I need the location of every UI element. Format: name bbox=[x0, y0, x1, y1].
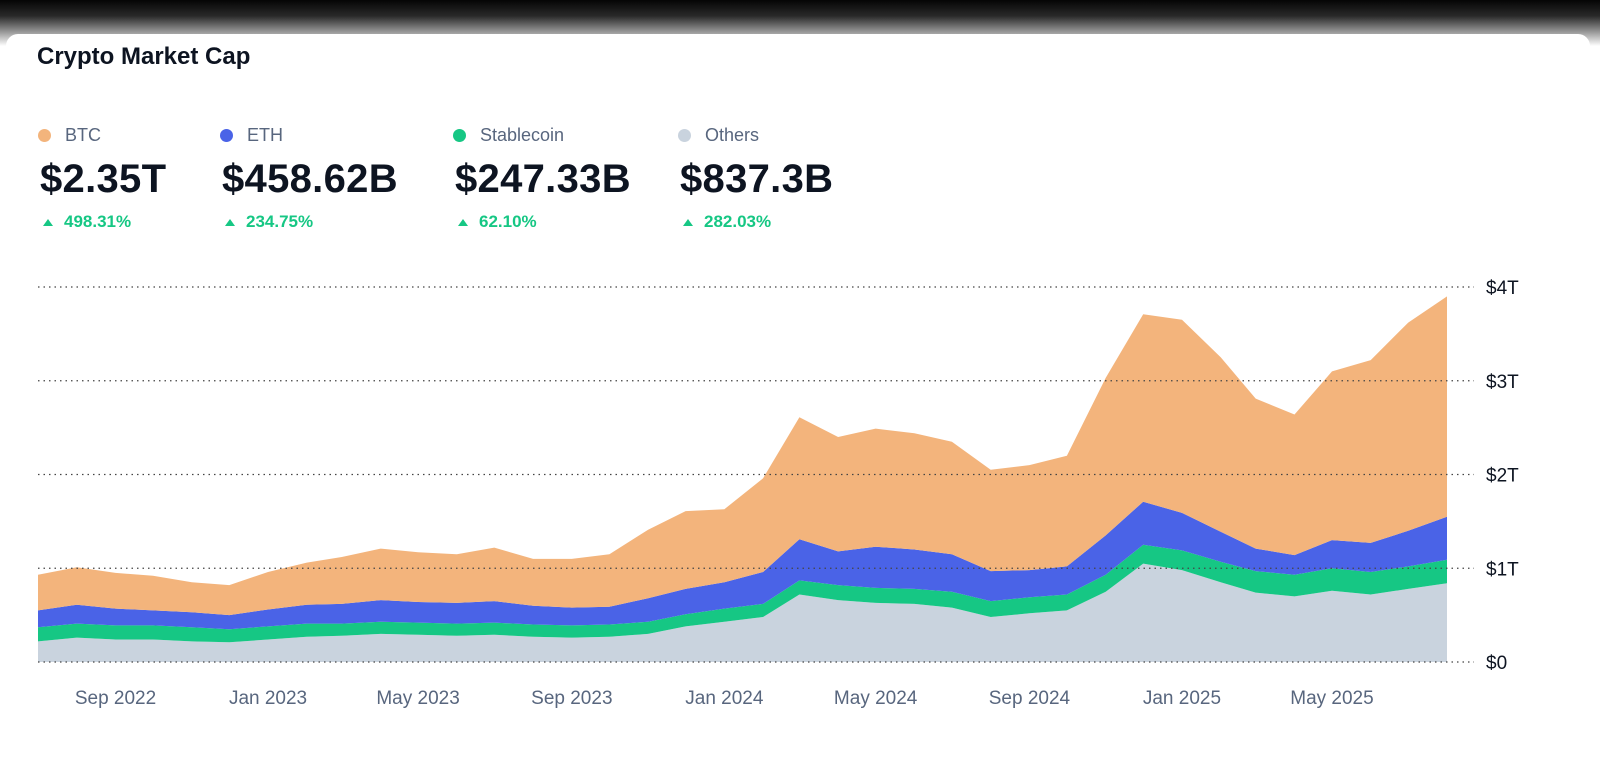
up-triangle-icon bbox=[458, 218, 468, 226]
legend-name: ETH bbox=[247, 124, 283, 145]
legend-name: Others bbox=[705, 124, 760, 145]
stacked-areas bbox=[38, 296, 1447, 662]
y-tick-label: $1T bbox=[1486, 559, 1519, 580]
legend-change: 62.10% bbox=[458, 212, 673, 232]
legend-name: Stablecoin bbox=[480, 124, 565, 145]
x-tick-label: May 2024 bbox=[834, 688, 918, 709]
y-tick-label: $3T bbox=[1486, 372, 1519, 393]
x-axis-ticks: Sep 2022 Jan 2023 May 2023 Sep 2023 Jan 2024… bbox=[75, 688, 1374, 709]
legend-value: $458.62B bbox=[222, 157, 398, 201]
x-tick-label: Sep 2023 bbox=[531, 688, 612, 709]
legend-value: $247.33B bbox=[455, 157, 631, 201]
x-tick-label: Jan 2023 bbox=[229, 688, 307, 709]
y-tick-label: $4T bbox=[1486, 278, 1519, 299]
legend-change: 282.03% bbox=[683, 212, 898, 232]
x-tick-label: Jan 2024 bbox=[685, 688, 764, 709]
change-percent: 282.03% bbox=[704, 212, 772, 231]
area-series-eth bbox=[38, 501, 1447, 630]
x-tick-label: Jan 2025 bbox=[1143, 688, 1221, 709]
legend-item-others[interactable]: Others $837.3B 282.03% bbox=[678, 124, 898, 232]
y-tick-label: $2T bbox=[1486, 466, 1519, 487]
up-triangle-icon bbox=[683, 218, 693, 226]
legend-item-stablecoin[interactable]: Stablecoin $247.33B 62.10% bbox=[453, 124, 673, 232]
up-triangle-icon bbox=[43, 218, 53, 226]
eth-color-dot bbox=[220, 128, 233, 142]
legend-change: 234.75% bbox=[225, 212, 440, 232]
y-axis-ticks: $0 $1T $2T $3T $4T bbox=[1486, 278, 1519, 674]
others-color-dot bbox=[678, 128, 691, 142]
x-tick-label: Sep 2022 bbox=[75, 688, 156, 709]
area-series-others bbox=[38, 563, 1447, 662]
legend-item-btc[interactable]: BTC $2.35T 498.31% bbox=[38, 124, 258, 232]
area-series-btc bbox=[38, 296, 1447, 616]
legend-value: $837.3B bbox=[680, 157, 834, 201]
btc-color-dot bbox=[38, 128, 51, 142]
stablecoin-color-dot bbox=[453, 128, 466, 142]
change-percent: 498.31% bbox=[64, 212, 132, 231]
x-tick-label: May 2023 bbox=[376, 688, 459, 709]
legend-value: $2.35T bbox=[40, 157, 167, 201]
legend-item-eth[interactable]: ETH $458.62B 234.75% bbox=[220, 124, 440, 232]
area-series-stablecoin bbox=[38, 544, 1447, 643]
legend-change: 498.31% bbox=[43, 212, 258, 232]
change-percent: 234.75% bbox=[246, 212, 314, 231]
y-tick-label: $0 bbox=[1486, 653, 1507, 674]
x-tick-label: May 2025 bbox=[1290, 688, 1373, 709]
legend-name: BTC bbox=[65, 124, 101, 145]
x-tick-label: Sep 2024 bbox=[989, 688, 1071, 709]
chart-title: Crypto Market Cap bbox=[37, 43, 251, 70]
change-percent: 62.10% bbox=[479, 212, 537, 231]
up-triangle-icon bbox=[225, 218, 235, 226]
